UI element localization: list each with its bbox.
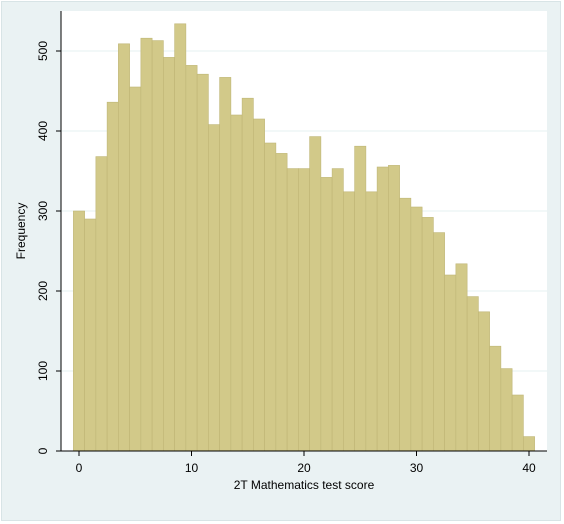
histogram-bar xyxy=(444,274,457,452)
histogram-bar xyxy=(466,296,479,452)
histogram-bar xyxy=(320,177,333,452)
histogram-bar xyxy=(421,217,434,452)
y-tick-label: 500 xyxy=(36,41,50,61)
histogram-bar xyxy=(331,168,344,452)
histogram-bar xyxy=(230,114,243,452)
histogram-bar xyxy=(174,23,187,452)
histogram-bar xyxy=(151,40,164,452)
histogram-bar xyxy=(523,436,535,452)
y-tick-label: 0 xyxy=(36,447,50,454)
x-tick-label: 30 xyxy=(410,461,424,475)
y-tick-label: 300 xyxy=(36,201,50,221)
x-tick-label: 0 xyxy=(76,461,83,475)
histogram-bar xyxy=(286,168,299,452)
x-tick-label: 20 xyxy=(297,461,311,475)
histogram-bar xyxy=(196,73,209,452)
axes xyxy=(56,11,547,456)
histogram-bar xyxy=(253,118,265,452)
histogram-bar xyxy=(208,124,220,452)
histogram-bar xyxy=(343,191,355,452)
y-axis-title: Frequency xyxy=(14,203,28,260)
histogram-bar xyxy=(84,218,97,452)
histogram-bar xyxy=(455,263,468,452)
histogram-bar xyxy=(95,156,108,452)
histogram-bar xyxy=(309,136,322,452)
histogram-bar xyxy=(219,77,232,452)
histogram-bar xyxy=(185,65,198,452)
histogram-bar xyxy=(511,394,524,452)
histogram-bar xyxy=(298,168,310,452)
histogram-bar xyxy=(264,142,277,452)
histogram-bar xyxy=(433,232,445,452)
histogram-bar xyxy=(489,345,502,452)
x-tick-label: 10 xyxy=(185,461,199,475)
histogram-bar xyxy=(388,165,400,452)
x-tick-label: 40 xyxy=(522,461,536,475)
histogram-bar xyxy=(241,97,254,452)
histogram-bar xyxy=(478,311,490,452)
histogram-bar xyxy=(500,368,513,452)
histogram-bar xyxy=(365,191,378,452)
histogram-bar xyxy=(140,37,153,452)
histogram-bar xyxy=(73,210,85,452)
histogram-bar xyxy=(118,43,130,452)
histogram-bar xyxy=(163,57,175,452)
histogram-bar xyxy=(399,197,412,452)
y-tick-label: 200 xyxy=(36,281,50,301)
x-axis-title: 2T Mathematics test score xyxy=(234,478,375,492)
histogram-bar xyxy=(129,86,142,452)
histogram-bar xyxy=(106,101,119,452)
y-tick-label: 400 xyxy=(36,121,50,141)
tick-labels: 0 100 200 300 400 500 0 10 20 30 40 xyxy=(36,41,536,475)
histogram-bar xyxy=(354,145,367,452)
histogram-bar xyxy=(376,166,389,452)
histogram-bar xyxy=(275,153,288,452)
histogram-bar xyxy=(410,206,423,452)
y-tick-label: 100 xyxy=(36,361,50,381)
